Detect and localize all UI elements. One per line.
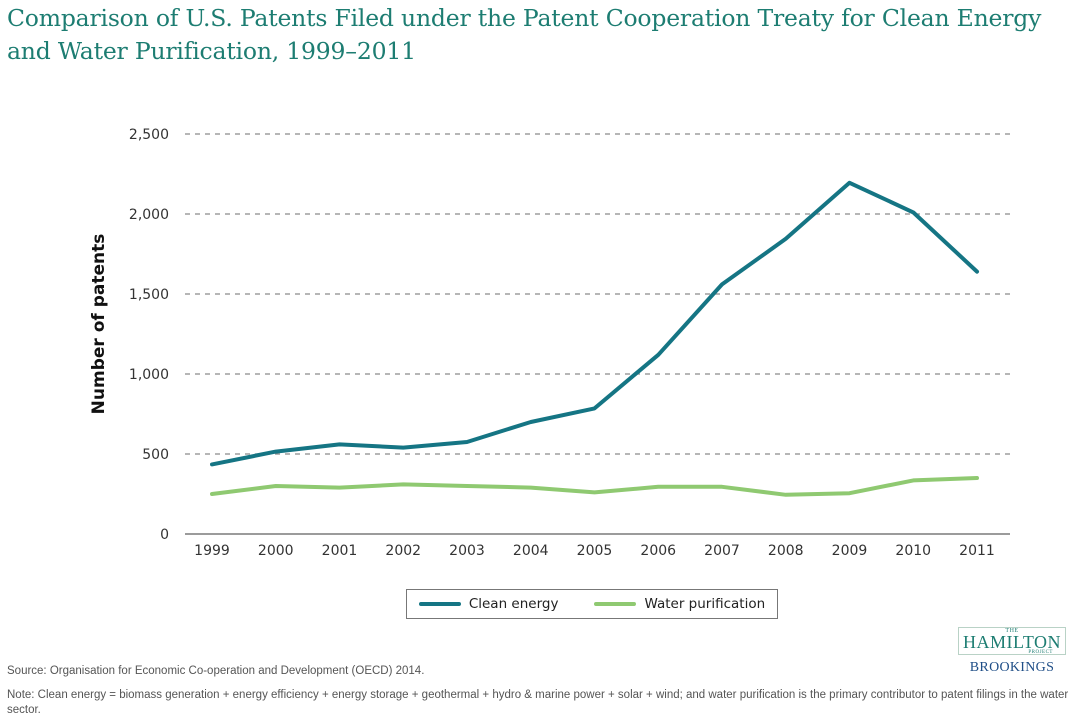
source-note: Source: Organisation for Economic Co-ope… <box>7 665 425 677</box>
legend-swatch-water-purification <box>594 602 637 606</box>
x-tick-label: 1999 <box>194 543 230 559</box>
series-line-water-purification <box>210 476 979 497</box>
legend-swatch-clean-energy <box>418 602 461 606</box>
y-tick-label: 1,500 <box>129 287 169 303</box>
hamilton-brookings-logo: THE HAMILTON PROJECT BROOKINGS <box>958 627 1066 676</box>
legend: Clean energy Water purification <box>406 589 778 619</box>
legend-item-clean-energy: Clean energy <box>418 596 559 612</box>
x-tick-label: 2000 <box>258 543 294 559</box>
logo-the-text: THE <box>1005 628 1019 634</box>
y-tick-label: 2,500 <box>129 127 169 143</box>
x-tick-label: 2005 <box>577 543 613 559</box>
legend-label-water-purification: Water purification <box>644 596 766 612</box>
chart-title: Comparison of U.S. Patents Filed under t… <box>7 4 1042 65</box>
series-group <box>210 180 979 497</box>
x-tick-label: 2010 <box>895 543 931 559</box>
y-tick-label: 500 <box>142 447 169 463</box>
x-tick-label: 2007 <box>704 543 740 559</box>
line-chart: 0 500 1,000 1,500 2,000 2,500 1999 2000 2001 200… <box>89 127 1010 559</box>
x-tick-label: 2008 <box>768 543 804 559</box>
x-tick-label: 2006 <box>640 543 676 559</box>
x-tick-label: 2011 <box>959 543 995 559</box>
y-tick-label: 1,000 <box>129 367 169 383</box>
hamilton-project-logo: THE HAMILTON PROJECT <box>958 627 1066 655</box>
brookings-logo-text: BROOKINGS <box>969 660 1055 675</box>
y-axis-label: Number of patents <box>89 234 109 415</box>
logo-project-text: PROJECT <box>1028 650 1053 655</box>
y-tick-label: 0 <box>160 527 169 543</box>
legend-label-clean-energy: Clean energy <box>468 596 559 612</box>
series-line-clean-energy <box>210 180 979 467</box>
logo-hamilton-text: HAMILTON <box>963 632 1062 652</box>
x-tick-label: 2009 <box>832 543 868 559</box>
y-axis-ticks: 0 500 1,000 1,500 2,000 2,500 <box>129 127 169 543</box>
footnote: Note: Clean energy = biomass generation … <box>7 689 1069 716</box>
x-tick-label: 2004 <box>513 543 549 559</box>
gridlines <box>185 133 1010 455</box>
x-axis-ticks: 1999 2000 2001 2002 2003 2004 2005 2006 2007 2008… <box>194 543 995 559</box>
legend-item-water-purification: Water purification <box>594 596 765 612</box>
y-tick-label: 2,000 <box>129 207 169 223</box>
x-tick-label: 2003 <box>449 543 485 559</box>
x-tick-label: 2002 <box>385 543 421 559</box>
x-tick-label: 2001 <box>322 543 358 559</box>
